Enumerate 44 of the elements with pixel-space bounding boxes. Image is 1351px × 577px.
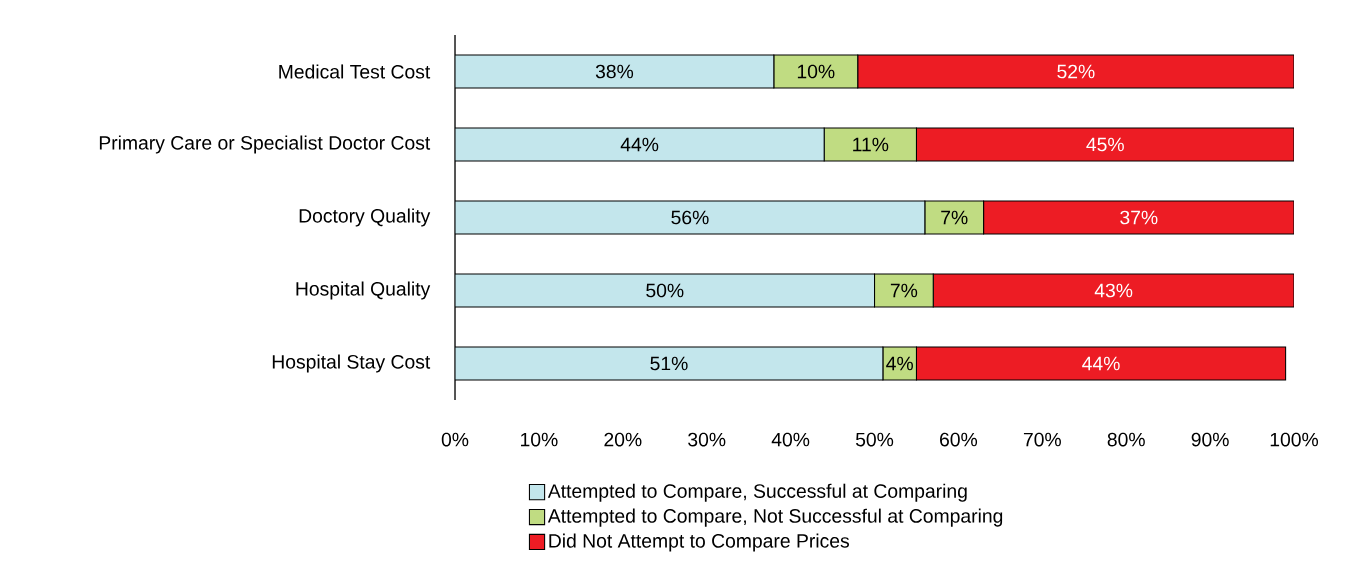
x-tick-label: 50%	[855, 432, 894, 447]
data-label: 7%	[941, 210, 968, 225]
data-label: 11%	[853, 137, 889, 152]
data-label: 38%	[595, 64, 634, 79]
y-tick-label: Medical Test Cost	[279, 64, 431, 79]
y-tick-label: Primary Care or Specialist Doctor Cost	[99, 135, 431, 154]
data-label: 51%	[650, 356, 688, 371]
x-tick-label: 80%	[1107, 432, 1145, 447]
x-tick-label: 0%	[441, 432, 469, 447]
data-label: 52%	[1057, 64, 1095, 79]
data-label: 56%	[671, 210, 709, 225]
x-tick-label: 10%	[521, 432, 558, 447]
legend-label: Attempted to Compare, Not Successful at Comparing	[547, 508, 1003, 527]
bar	[915, 127, 1294, 162]
bar	[932, 273, 1294, 308]
data-label: 4%	[886, 356, 913, 371]
x-tick-label: 40%	[771, 432, 810, 447]
data-label: 10%	[797, 64, 835, 79]
y-tick-label: Doctory Quality	[299, 208, 431, 227]
data-label: 45%	[1086, 137, 1124, 152]
x-tick-label: 30%	[688, 432, 726, 447]
x-tick-label: 70%	[1023, 432, 1061, 447]
data-label: 43%	[1094, 283, 1133, 298]
y-tick-label: Hospital Stay Cost	[272, 354, 431, 373]
bar	[455, 200, 926, 235]
x-tick-label: 100%	[1270, 432, 1319, 447]
data-label: 7%	[890, 283, 918, 298]
bar	[915, 346, 1287, 381]
data-label: 50%	[646, 283, 684, 298]
bar	[857, 54, 1294, 89]
data-label: 37%	[1120, 210, 1158, 225]
bar	[983, 200, 1294, 235]
x-tick-label: 20%	[604, 432, 642, 447]
legend-label: Attempted to Compare, Successful at Comparing	[547, 483, 967, 502]
bar	[455, 54, 775, 89]
x-tick-label: 90%	[1191, 432, 1229, 447]
data-label: 44%	[1082, 356, 1120, 371]
bar	[455, 346, 884, 381]
y-tick-label: Hospital Quality	[296, 281, 431, 300]
x-tick-label: 60%	[940, 432, 978, 447]
bar	[455, 127, 825, 162]
data-label: 44%	[620, 137, 659, 152]
legend-label: Did Not Attempt to Compare Prices	[549, 533, 849, 552]
bar	[455, 273, 876, 308]
